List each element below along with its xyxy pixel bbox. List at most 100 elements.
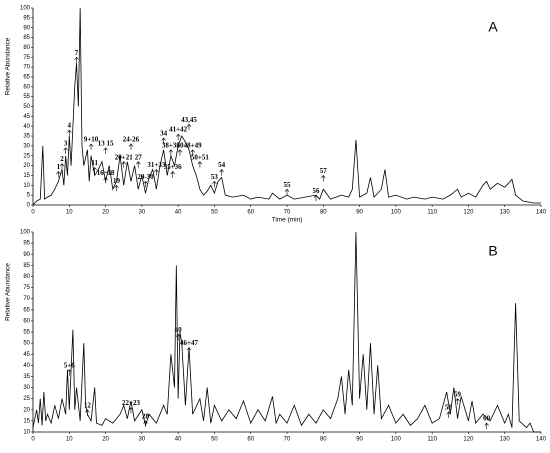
peak-arrow	[67, 129, 72, 137]
x-tick-label: 140	[536, 437, 547, 443]
peak-label: 40	[175, 326, 183, 334]
peak-arrow	[128, 143, 134, 150]
peak-label: 38+39	[162, 141, 180, 149]
peak-label: 41+42	[169, 126, 187, 134]
x-tick-label: 100	[391, 210, 402, 216]
y-tick-label: 25	[23, 153, 30, 159]
y-tick-label: 75	[23, 285, 30, 291]
y-tick-label: 100	[20, 6, 31, 12]
peak-label: 20+21	[115, 153, 133, 161]
y-tick-label: 5	[27, 193, 31, 199]
y-tick-label: 45	[23, 352, 30, 358]
peak-arrow	[103, 176, 108, 184]
y-tick-label: 40	[23, 124, 30, 130]
peak-label: 54	[218, 161, 226, 169]
y-tick-label: 35	[23, 134, 30, 140]
peak-label: 58	[445, 404, 453, 412]
peak-arrow	[74, 56, 79, 64]
peak-arrow	[321, 174, 326, 182]
y-tick-label: 0	[27, 203, 31, 209]
y-tick-label: 30	[23, 143, 30, 149]
trace	[32, 7, 541, 206]
y-tick-label: 50	[23, 341, 30, 347]
x-tick-label: 130	[500, 210, 511, 216]
x-tick-label: 130	[500, 437, 511, 443]
peak-label: 4	[68, 122, 72, 130]
peak-label: 56	[313, 187, 321, 195]
x-tick-label: 120	[463, 437, 474, 443]
y-tick-label: 65	[23, 307, 30, 313]
peak-arrow	[446, 411, 451, 418]
peak-label: 57	[320, 167, 328, 175]
peak-label: 13 15	[98, 139, 114, 147]
peak-label: 50+51	[191, 153, 209, 161]
x-tick-label: 20	[102, 437, 109, 443]
peak-label: 48+49	[184, 141, 202, 149]
x-tick-label: 80	[320, 210, 327, 216]
peak-arrow	[284, 188, 290, 196]
peak-label: 5+6	[64, 361, 75, 369]
x-tick-label: 100	[391, 437, 402, 443]
x-tick-label: 80	[320, 437, 327, 443]
peak-arrow	[177, 149, 183, 156]
x-tick-label: 60	[247, 437, 254, 443]
peak-arrow	[154, 169, 159, 176]
peak-arrow	[212, 180, 217, 188]
peak-arrow	[186, 347, 192, 354]
y-tick-label: 85	[23, 263, 30, 269]
peak-label: 24-26	[123, 136, 140, 144]
peak-arrow	[143, 420, 148, 427]
peak-arrow	[170, 171, 175, 178]
x-tick-label: 50	[211, 210, 218, 216]
y-tick-label: 95	[23, 241, 30, 247]
peak-arrow	[175, 133, 181, 141]
peak-label: 59	[454, 390, 462, 398]
peak-label: 34	[160, 130, 168, 138]
y-tick-label: 55	[23, 330, 30, 336]
peak-arrow	[85, 409, 90, 416]
x-axis-title: Time (min)	[272, 217, 303, 224]
y-tick-label: 45	[23, 114, 30, 120]
peak-arrow	[168, 149, 174, 156]
y-tick-label: 40	[23, 363, 30, 369]
x-tick-label: 110	[427, 437, 437, 443]
y-tick-label: 75	[23, 55, 30, 61]
y-tick-label: 20	[23, 163, 30, 169]
peak-arrow	[219, 169, 224, 176]
y-tick-label: 60	[23, 84, 30, 90]
peak-label: 60	[483, 415, 491, 423]
x-tick-label: 70	[284, 437, 291, 443]
x-tick-label: 10	[66, 437, 73, 443]
peak-label: 40	[176, 141, 184, 149]
y-tick-label: 90	[23, 252, 30, 258]
x-tick-label: 20	[102, 210, 109, 216]
peak-label: 11	[91, 159, 98, 167]
peak-label: 27	[135, 153, 143, 161]
y-tick-label: 80	[23, 274, 30, 280]
x-tick-label: 90	[356, 437, 363, 443]
peak-arrow	[484, 422, 489, 430]
peak-label: 3	[64, 139, 68, 147]
y-tick-label: 15	[23, 173, 30, 179]
peak-label: 31+33	[147, 161, 165, 169]
y-tick-label: 90	[23, 25, 30, 31]
peak-label: 19	[113, 177, 121, 185]
y-tick-label: 95	[23, 15, 30, 21]
peak-arrow	[114, 184, 119, 192]
panel-label: A	[488, 19, 498, 35]
y-tick-label: 10	[23, 430, 30, 436]
peak-arrow	[197, 161, 203, 168]
peak-label: 16~18	[97, 169, 115, 177]
peak-arrow	[186, 123, 192, 131]
peak-arrow	[143, 180, 148, 188]
peak-arrow	[56, 171, 61, 178]
peak-label: 43,45	[181, 116, 197, 124]
peak-arrow	[455, 398, 460, 405]
peak-label: 22+23	[122, 399, 140, 407]
peak-label: 53	[211, 173, 219, 181]
peak-arrow	[67, 369, 72, 376]
x-tick-label: 60	[247, 210, 254, 216]
y-tick-label: 65	[23, 75, 30, 81]
y-tick-label: 85	[23, 35, 30, 41]
y-axis-title: Relative Abundance	[5, 37, 12, 95]
